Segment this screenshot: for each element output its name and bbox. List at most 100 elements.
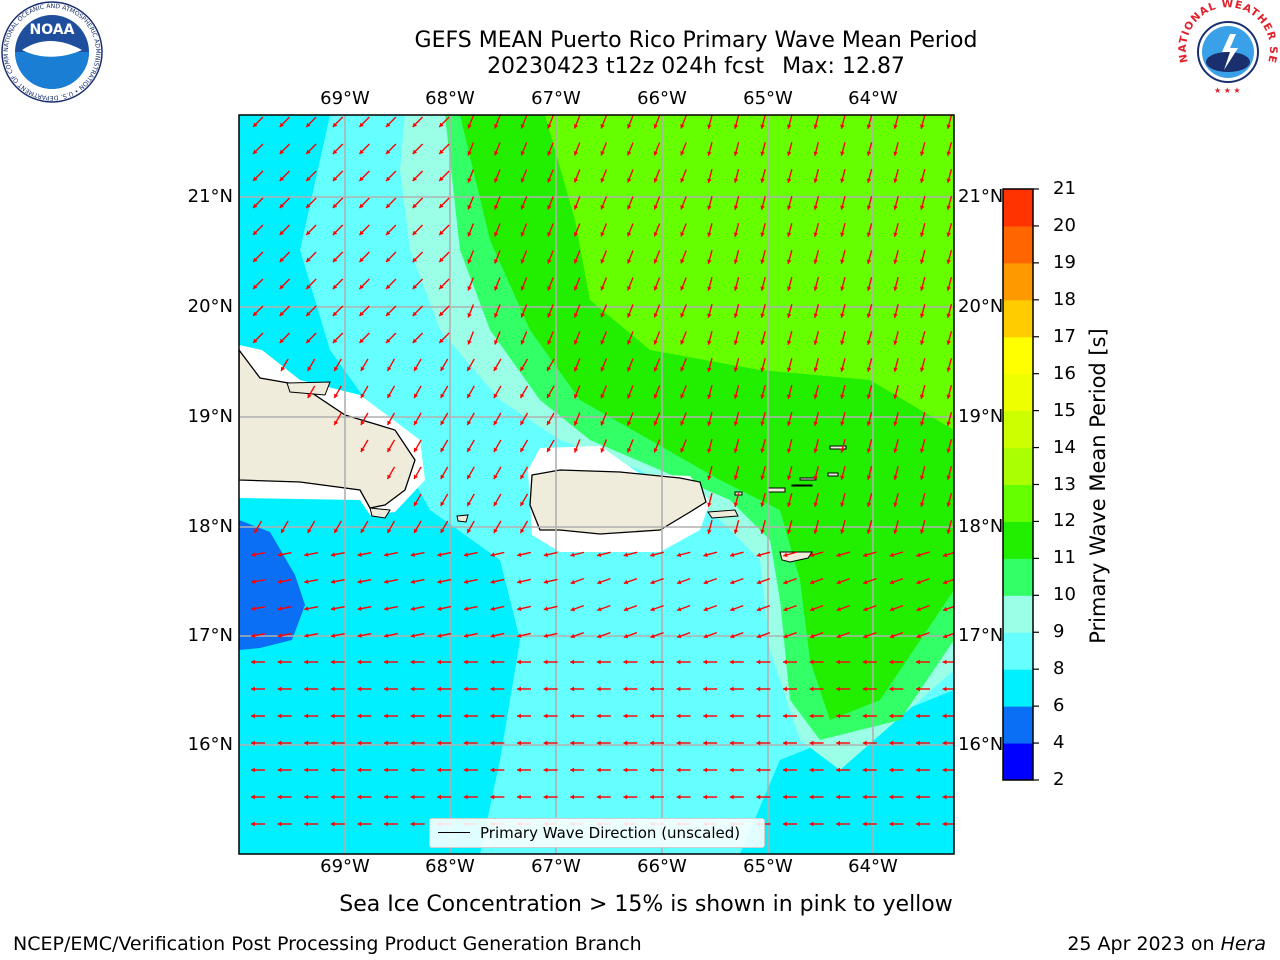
direction-arrow — [570, 659, 585, 665]
direction-arrow — [836, 713, 851, 719]
direction-arrow — [517, 686, 531, 692]
direction-arrow — [836, 821, 851, 827]
direction-arrow — [330, 578, 345, 584]
direction-arrow — [573, 142, 581, 156]
direction-arrow — [332, 197, 344, 209]
direction-arrow — [729, 740, 744, 746]
colorbar-bin — [1003, 299, 1033, 338]
direction-arrow — [547, 250, 554, 264]
direction-arrow — [623, 659, 638, 665]
direction-arrow — [893, 250, 899, 264]
direction-arrow — [437, 632, 452, 638]
direction-arrow — [437, 794, 452, 800]
direction-arrow — [494, 304, 501, 318]
direction-arrow — [305, 143, 317, 155]
direction-arrow — [385, 143, 397, 155]
direction-arrow — [866, 493, 873, 507]
colorbar-tick-label: 14 — [1053, 436, 1076, 458]
direction-arrow — [733, 466, 740, 480]
direction-arrow — [786, 142, 793, 156]
direction-arrow — [600, 331, 608, 345]
direction-arrow — [809, 577, 824, 585]
direction-arrow — [623, 604, 638, 612]
direction-arrow — [252, 170, 264, 182]
colorbar-bin — [1003, 595, 1033, 633]
direction-arrow — [547, 142, 554, 156]
direction-arrow — [333, 358, 342, 372]
direction-arrow — [573, 439, 581, 453]
direction-arrow — [942, 740, 954, 746]
direction-arrow — [277, 552, 292, 557]
direction-arrow — [543, 767, 558, 773]
direction-arrow — [517, 767, 531, 773]
direction-arrow — [385, 170, 397, 182]
direction-arrow — [384, 551, 398, 557]
direction-arrow — [437, 767, 452, 773]
direction-arrow — [546, 439, 555, 453]
direction-arrow — [330, 713, 345, 719]
direction-arrow — [494, 277, 501, 291]
direction-arrow — [547, 304, 554, 318]
direction-arrow — [889, 686, 904, 692]
direction-arrow — [756, 659, 771, 665]
direction-arrow — [942, 551, 954, 558]
direction-arrow — [467, 115, 475, 129]
colorbar-tick-label: 6 — [1053, 695, 1065, 717]
direction-arrow — [570, 740, 585, 746]
direction-arrow — [573, 169, 581, 183]
direction-arrow — [517, 578, 531, 584]
direction-arrow — [946, 385, 953, 399]
direction-arrow — [680, 196, 687, 210]
direction-arrow — [440, 493, 449, 507]
direction-arrow — [813, 142, 820, 156]
direction-arrow — [385, 251, 397, 263]
direction-arrow — [305, 251, 317, 263]
direction-arrow — [494, 142, 501, 156]
direction-arrow — [490, 794, 505, 800]
direction-arrow — [707, 250, 713, 264]
direction-arrow — [653, 304, 661, 318]
direction-arrow — [570, 551, 585, 558]
direction-arrow — [707, 439, 713, 453]
direction-arrow — [680, 412, 687, 426]
direction-arrow — [919, 466, 926, 480]
direction-arrow — [596, 659, 611, 665]
direction-arrow — [680, 385, 687, 399]
noaa-logo: NATIONAL OCEANIC AND ATMOSPHERIC ADMINIS… — [0, 0, 103, 103]
direction-arrow — [332, 224, 344, 236]
direction-arrow — [862, 821, 877, 827]
direction-arrow — [517, 632, 531, 638]
direction-arrow — [494, 250, 501, 264]
direction-arrow — [866, 466, 873, 480]
direction-arrow — [760, 304, 766, 318]
direction-arrow — [279, 143, 291, 155]
direction-arrow — [756, 767, 771, 773]
direction-arrow — [547, 277, 554, 291]
direction-arrow — [733, 358, 740, 372]
direction-arrow — [494, 223, 501, 237]
direction-arrow — [942, 821, 954, 827]
direction-arrow — [760, 223, 766, 237]
direction-arrow — [358, 278, 370, 290]
direction-arrow — [466, 466, 475, 480]
direction-arrow — [756, 686, 771, 692]
map-title: GEFS MEAN Puerto Rico Primary Wave Mean … — [414, 28, 978, 53]
direction-arrow — [707, 385, 713, 399]
direction-arrow — [729, 551, 744, 558]
direction-arrow — [760, 277, 766, 291]
lat-tick-left: 18°N — [187, 516, 233, 537]
direction-arrow — [813, 331, 820, 345]
direction-arrow — [250, 579, 266, 584]
direction-arrow — [304, 821, 319, 827]
direction-arrow — [600, 250, 608, 264]
direction-arrow — [413, 439, 422, 453]
direction-arrow — [919, 169, 926, 183]
footer-branch: NCEP/EMC/Verification Post Processing Pr… — [13, 933, 642, 955]
direction-arrow — [893, 466, 899, 480]
direction-arrow — [733, 304, 740, 318]
direction-arrow — [836, 659, 851, 665]
direction-arrow — [357, 767, 372, 773]
direction-arrow — [360, 412, 369, 426]
colorbar-tick-label: 17 — [1053, 325, 1076, 347]
direction-arrow — [466, 520, 475, 534]
